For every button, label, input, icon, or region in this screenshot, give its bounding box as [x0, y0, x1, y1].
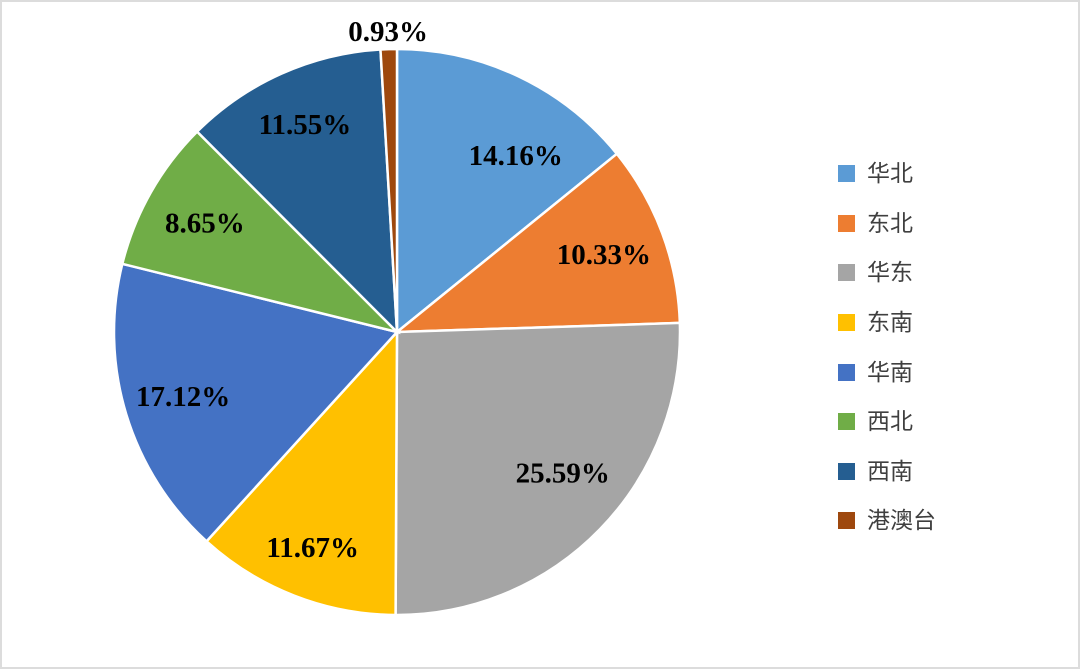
- pie-labels-group: 14.16% 10.33% 25.59% 11.67% 17.12% 8.65% 11.55…: [136, 16, 651, 564]
- legend-item: 华东: [838, 248, 936, 298]
- legend-label: 东北: [867, 209, 913, 236]
- pie-slice: [195, 48, 399, 336]
- legend-label: 华东: [867, 259, 913, 286]
- legend-swatch: [838, 413, 855, 431]
- slice-percent-label: 17.12%: [136, 381, 230, 413]
- legend-item: 华南: [838, 347, 936, 397]
- legend-swatch: [838, 165, 855, 183]
- pie-slice: [112, 262, 400, 544]
- slice-percent-label: 8.65%: [165, 207, 245, 239]
- legend-swatch: [838, 214, 855, 232]
- slice-percent-label: 10.33%: [557, 239, 651, 271]
- slice-percent-label: 25.59%: [516, 458, 610, 490]
- legend-label: 西北: [867, 408, 913, 435]
- legend-item: 西南: [838, 447, 936, 497]
- legend-label: 华北: [867, 160, 913, 187]
- legend-label: 港澳台: [867, 507, 936, 534]
- legend-swatch: [838, 264, 855, 282]
- pie-slice: [395, 47, 619, 335]
- slice-percent-label: 11.67%: [266, 532, 359, 564]
- legend-item: 东南: [838, 298, 936, 348]
- legend-swatch: [838, 462, 855, 480]
- legend-item: 东北: [838, 199, 936, 249]
- pie-slice: [393, 152, 682, 334]
- legend-label: 东南: [867, 309, 913, 336]
- legend-item: 港澳台: [838, 496, 936, 546]
- slice-percent-label: 11.55%: [259, 109, 352, 141]
- legend-swatch: [838, 363, 855, 381]
- slice-percent-label: 0.93%: [348, 16, 428, 48]
- pie-slice: [120, 129, 402, 335]
- legend-swatch: [838, 512, 855, 530]
- legend-item: 华北: [838, 149, 936, 199]
- pie-slices-group: [112, 47, 682, 617]
- legend-swatch: [838, 314, 855, 332]
- slice-percent-label: 14.16%: [469, 140, 563, 172]
- pie-slice: [204, 328, 399, 617]
- legend-label: 华南: [867, 358, 913, 385]
- legend-label: 西南: [867, 457, 913, 484]
- pie-slice: [394, 321, 682, 617]
- chart-legend: 华北东北华东东南华南西北西南港澳台: [838, 149, 936, 546]
- pie-slice: [379, 47, 399, 333]
- legend-item: 西北: [838, 397, 936, 447]
